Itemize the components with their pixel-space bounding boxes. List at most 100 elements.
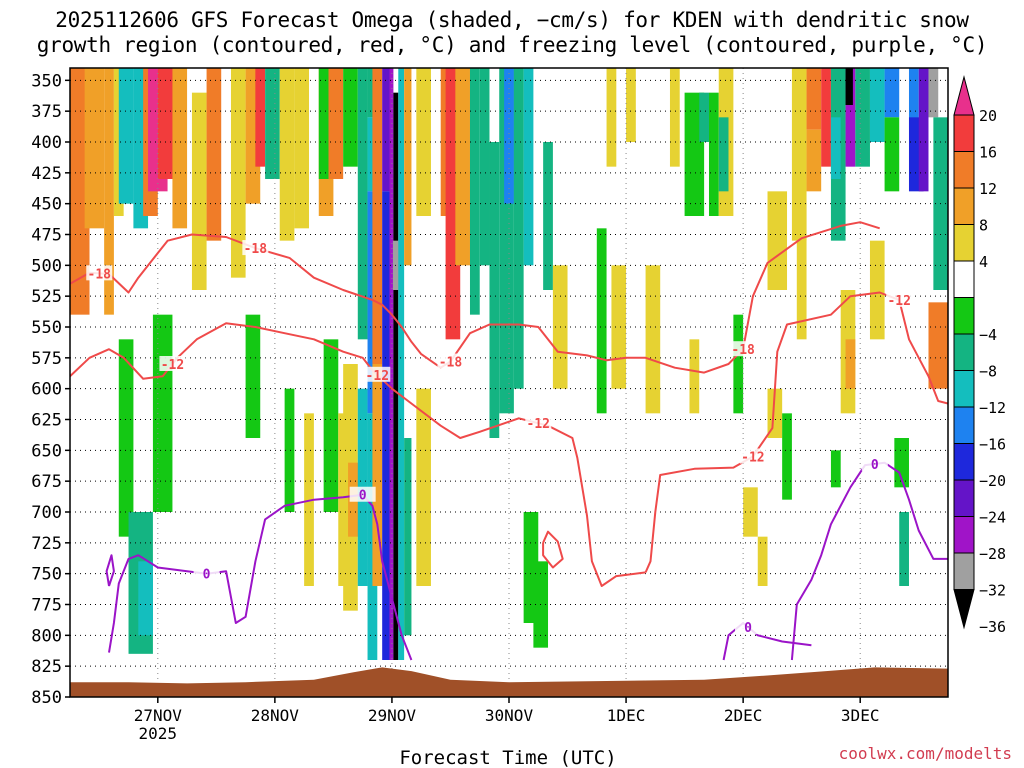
y-tick-label-375: 375 bbox=[31, 102, 62, 122]
omega-band-70 bbox=[669, 68, 680, 167]
y-tick-label-500: 500 bbox=[31, 256, 62, 276]
colorbar-bin-5 bbox=[953, 260, 975, 298]
minus-18-isotherm-label-bg-2 bbox=[437, 353, 464, 369]
terrain bbox=[70, 667, 948, 697]
omega-band-67 bbox=[611, 265, 627, 389]
y-tick-label-850: 850 bbox=[31, 688, 62, 708]
x-tick-label-27NOV: 27NOV bbox=[134, 706, 183, 725]
terrain-fill bbox=[70, 667, 948, 697]
freezing-level-0-c-label-0: 0 bbox=[871, 458, 879, 473]
colorbar-bin-12 bbox=[953, 516, 975, 554]
y-tick-label-600: 600 bbox=[31, 380, 62, 400]
colorbar-label-11: −28 bbox=[979, 545, 1006, 563]
omega-band-54 bbox=[469, 68, 480, 315]
minus-12-isotherm-2-label-bg-1 bbox=[886, 291, 913, 307]
omega-band-48 bbox=[404, 438, 412, 636]
omega-band-19 bbox=[245, 314, 261, 438]
omega-band-56 bbox=[489, 142, 500, 438]
minus-12-isotherm-label-1: -12 bbox=[366, 369, 389, 384]
y-tick-label-400: 400 bbox=[31, 133, 62, 153]
omega-band-24 bbox=[304, 413, 314, 586]
freezing-level-0-label-1: 0 bbox=[359, 489, 367, 504]
y-tick-label-425: 425 bbox=[31, 164, 62, 184]
omega-band-72 bbox=[699, 92, 709, 142]
omega-band-50 bbox=[416, 388, 431, 586]
y-tick-label-800: 800 bbox=[31, 626, 62, 646]
freezing-level-closed bbox=[105, 554, 115, 587]
omega-band-2 bbox=[104, 68, 114, 315]
minus-12-isotherm-label-bg-1 bbox=[364, 366, 391, 382]
colorbar-label-5: −4 bbox=[979, 326, 997, 344]
x-axis-label: Forecast Time (UTC) bbox=[399, 747, 616, 768]
colorbar-label-0: 20 bbox=[979, 107, 997, 125]
y-tick-label-450: 450 bbox=[31, 195, 62, 215]
omega-band-65 bbox=[596, 228, 607, 414]
x-tick-label-1DEC: 1DEC bbox=[607, 706, 646, 725]
omega-band-94 bbox=[845, 339, 856, 389]
colorbar-label-10: −24 bbox=[979, 509, 1006, 527]
omega-band-4 bbox=[118, 68, 134, 204]
minus-18-isotherm-label-bg-0 bbox=[86, 265, 113, 281]
omega-band-104 bbox=[918, 68, 929, 192]
colorbar-bin-4 bbox=[953, 224, 975, 262]
y-tick-label-650: 650 bbox=[31, 441, 62, 461]
colorbar-bin-8 bbox=[953, 370, 975, 408]
omega-band-13 bbox=[152, 314, 173, 512]
minus-12-isotherm-label-2: -12 bbox=[527, 417, 550, 432]
omega-band-66 bbox=[606, 68, 617, 167]
omega-band-74 bbox=[708, 92, 719, 216]
omega-band-23 bbox=[294, 68, 310, 229]
minus-12-isotherm-2 bbox=[644, 291, 948, 573]
y-tick-label-675: 675 bbox=[31, 472, 62, 492]
freezing-level-0-label-bg-1 bbox=[349, 486, 376, 502]
credit-text: coolwx.com/modelts bbox=[838, 744, 1012, 763]
x-tick-label-30NOV: 30NOV bbox=[485, 706, 534, 725]
omega-band-46 bbox=[398, 68, 405, 660]
colorbar-label-4: 4 bbox=[979, 253, 988, 271]
colorbar-bin-9 bbox=[953, 406, 975, 444]
omega-band-55 bbox=[479, 68, 490, 266]
omega-band-12 bbox=[172, 68, 188, 229]
omega-band-58 bbox=[504, 68, 514, 204]
omega-band-90 bbox=[830, 450, 841, 488]
colorbar-label-13: −36 bbox=[979, 618, 1006, 636]
omega-band-89 bbox=[830, 117, 841, 179]
omega-band-99 bbox=[884, 117, 900, 192]
omega-band-86 bbox=[806, 129, 822, 192]
colorbar-label-12: −32 bbox=[979, 582, 1006, 600]
omega-band-98 bbox=[884, 68, 900, 118]
colorbar-label-3: 8 bbox=[979, 217, 988, 235]
minus-12-isotherm-2-label-bg-0 bbox=[739, 448, 766, 464]
colorbar-bin-7 bbox=[953, 333, 975, 371]
omega-band-5 bbox=[118, 339, 134, 537]
colorbar-bin-10 bbox=[953, 443, 975, 481]
y-tick-label-700: 700 bbox=[31, 503, 62, 523]
colorbar-label-1: 16 bbox=[979, 144, 997, 162]
omega-band-40 bbox=[372, 364, 383, 586]
omega-band-77 bbox=[733, 314, 744, 414]
omega-band-92 bbox=[845, 68, 853, 105]
minus-18-isotherm-label-1: -18 bbox=[244, 242, 268, 257]
y-tick-label-525: 525 bbox=[31, 287, 62, 307]
y-tick-label-550: 550 bbox=[31, 318, 62, 338]
freezing-level-0 bbox=[108, 493, 413, 661]
contours: -18 -18 -18 -18 -12 -12 -12 -12 -12 0 0 0 0 bbox=[70, 221, 948, 661]
x-tick-label-3DEC: 3DEC bbox=[841, 706, 880, 725]
omega-band-18 bbox=[255, 68, 266, 167]
minus-12-isotherm-2-label-0: -12 bbox=[741, 451, 764, 466]
omega-band-30 bbox=[343, 68, 358, 167]
minus-18-isotherm-label-2: -18 bbox=[439, 356, 463, 371]
omega-band-101 bbox=[899, 512, 909, 586]
omega-band-97 bbox=[869, 240, 885, 340]
omega-band-91 bbox=[845, 68, 856, 167]
omega-band-68 bbox=[626, 68, 636, 142]
minus-18-isotherm-label-bg-3 bbox=[730, 341, 757, 357]
omega-band-41 bbox=[382, 68, 390, 192]
omega-band-26 bbox=[318, 68, 329, 179]
omega-band-79 bbox=[757, 536, 768, 586]
omega-band-20 bbox=[265, 68, 280, 179]
minus-12-closed bbox=[542, 530, 564, 569]
omega-band-14 bbox=[191, 92, 207, 291]
omega-band-33 bbox=[357, 68, 368, 340]
